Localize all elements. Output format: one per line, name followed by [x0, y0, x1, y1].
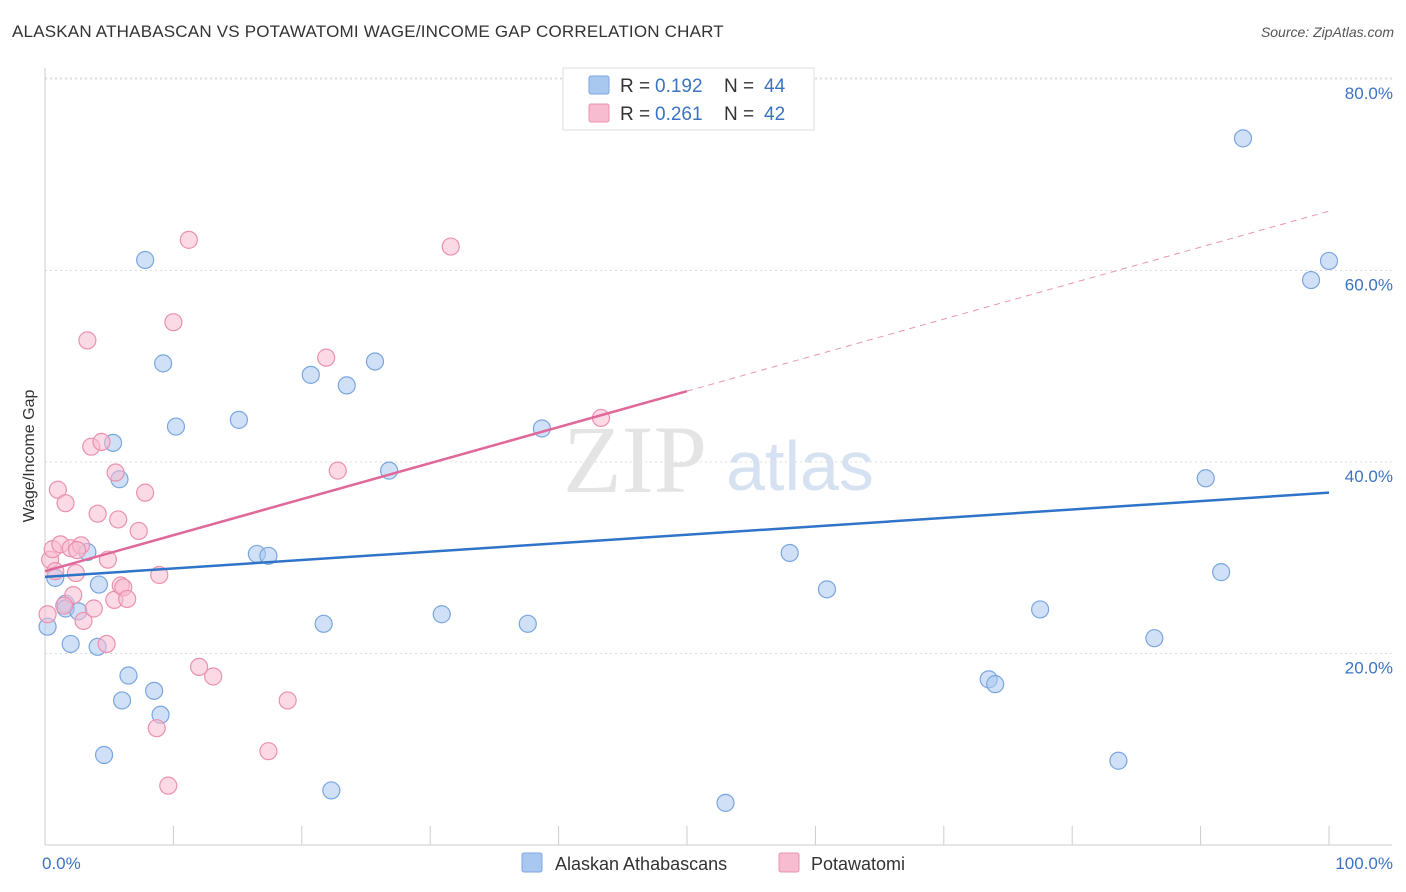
point-potawatomi [136, 483, 155, 502]
bottom-legend: Alaskan Athabascans Potawatomi [521, 852, 905, 874]
legend-n-value-1: 44 [764, 76, 786, 97]
legend-n-label-2: N = [724, 104, 754, 125]
point-alaskan-athabascans [365, 352, 385, 371]
watermark-atlas: atlas [726, 427, 874, 505]
bottom-legend-label-2: Potawatomi [811, 854, 905, 874]
point-potawatomi [118, 589, 137, 609]
legend: R = 0.192 N = 44 R = 0.261 N = 42 [562, 67, 815, 131]
legend-r-label-1: R = [620, 76, 650, 97]
point-alaskan-athabascans [986, 675, 1005, 694]
chart-title: ALASKAN ATHABASCAN VS POTAWATOMI WAGE/IN… [12, 22, 724, 41]
axes: 20.0% 40.0% 60.0% 80.0% 0.0% 100.0% Wage/In… [21, 68, 1393, 873]
point-alaskan-athabascans [322, 781, 341, 800]
point-potawatomi [129, 521, 148, 541]
point-potawatomi [164, 313, 183, 332]
point-alaskan-athabascans [432, 605, 451, 624]
point-alaskan-athabascans [1233, 129, 1253, 148]
point-alaskan-athabascans [817, 580, 837, 599]
point-potawatomi [106, 463, 125, 482]
point-potawatomi [97, 634, 116, 654]
watermark-zip: ZIP [563, 406, 707, 513]
point-potawatomi [84, 599, 103, 618]
point-alaskan-athabascans [166, 417, 186, 436]
legend-n-label-1: N = [724, 76, 754, 97]
point-alaskan-athabascans [337, 376, 356, 395]
point-alaskan-athabascans [780, 543, 799, 563]
gridlines [45, 77, 1392, 654]
point-potawatomi [48, 480, 67, 499]
point-potawatomi [74, 611, 93, 631]
bottom-legend-swatch-pink [778, 852, 800, 873]
trendline-potawatomi-extension [686, 210, 1330, 392]
point-alaskan-athabascans [1196, 469, 1215, 488]
point-alaskan-athabascans [94, 745, 114, 765]
y-tick-label: 40.0% [1345, 467, 1393, 486]
trendline-potawatomi [44, 389, 688, 573]
bottom-legend-label-1: Alaskan Athabascans [555, 854, 727, 874]
point-alaskan-athabascans [1319, 251, 1339, 271]
x-tick-label-min: 0.0% [42, 854, 81, 873]
legend-r-label-2: R = [620, 104, 650, 125]
point-alaskan-athabascans [259, 546, 278, 565]
point-potawatomi [159, 776, 178, 795]
point-alaskan-athabascans [1145, 629, 1164, 648]
point-potawatomi [179, 230, 198, 249]
point-potawatomi [67, 540, 87, 560]
point-alaskan-athabascans [1212, 563, 1231, 582]
legend-r-value-2: 0.261 [655, 104, 703, 125]
point-potawatomi [78, 331, 97, 350]
point-alaskan-athabascans [61, 634, 80, 654]
point-alaskan-athabascans [1301, 270, 1321, 290]
point-potawatomi [189, 657, 209, 677]
x-ticks [172, 826, 1330, 845]
point-potawatomi [109, 510, 128, 529]
point-potawatomi [328, 461, 347, 480]
point-potawatomi [204, 667, 223, 686]
watermark: ZIP atlas [563, 406, 874, 513]
point-potawatomi [55, 596, 74, 615]
point-potawatomi [38, 605, 57, 624]
y-tick-labels: 20.0% 40.0% 60.0% 80.0% [1345, 84, 1393, 678]
point-potawatomi [317, 348, 336, 367]
point-alaskan-athabascans [1109, 751, 1128, 770]
y-tick-label: 20.0% [1345, 659, 1393, 678]
series-potawatomi-points [38, 230, 611, 795]
x-tick-label-max: 100.0% [1335, 854, 1393, 873]
point-alaskan-athabascans [1030, 600, 1050, 619]
point-alaskan-athabascans [112, 691, 132, 710]
point-potawatomi [278, 691, 297, 710]
point-alaskan-athabascans [136, 250, 155, 270]
point-alaskan-athabascans [89, 575, 109, 594]
point-potawatomi [88, 504, 107, 523]
point-alaskan-athabascans [154, 354, 173, 373]
point-potawatomi [56, 494, 75, 513]
source-label: Source: ZipAtlas.com [1260, 24, 1394, 40]
point-potawatomi [147, 719, 166, 738]
point-alaskan-athabascans [229, 410, 248, 429]
point-alaskan-athabascans [301, 365, 320, 384]
legend-n-value-2: 42 [764, 104, 785, 125]
legend-swatch-pink [588, 103, 610, 123]
point-potawatomi [92, 432, 111, 451]
point-potawatomi [441, 237, 460, 256]
y-axis-title: Wage/Income Gap [21, 390, 38, 523]
y-tick-label: 60.0% [1345, 276, 1393, 295]
y-tick-label: 80.0% [1345, 84, 1393, 103]
point-alaskan-athabascans [314, 614, 333, 633]
legend-swatch-blue [588, 75, 610, 95]
point-alaskan-athabascans [119, 666, 138, 685]
point-alaskan-athabascans [716, 793, 735, 812]
point-alaskan-athabascans [518, 614, 537, 633]
trendline-alaskan-athabascans [44, 491, 1330, 579]
bottom-legend-swatch-blue [521, 852, 543, 873]
point-potawatomi [66, 563, 85, 583]
point-potawatomi [259, 742, 278, 761]
point-alaskan-athabascans [145, 681, 164, 700]
trendlines [44, 210, 1330, 579]
legend-r-value-1: 0.192 [655, 76, 703, 97]
